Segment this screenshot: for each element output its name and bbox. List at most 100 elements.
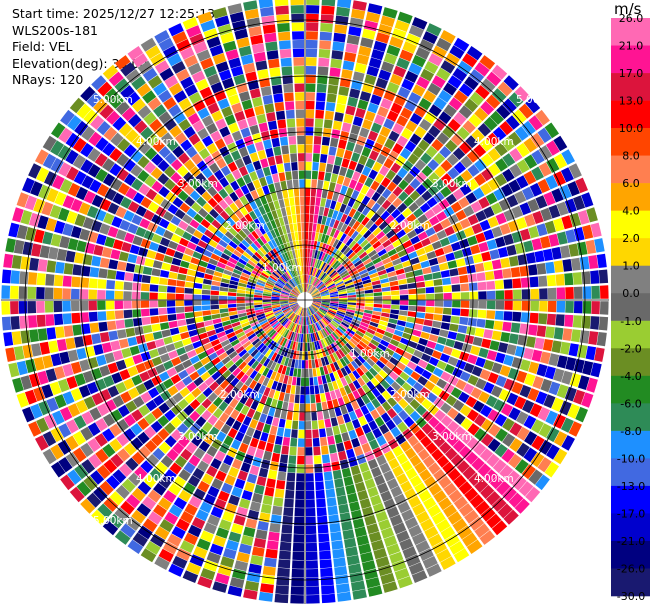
ppi-cell [364,110,376,122]
ppi-cell [192,294,202,300]
ppi-cell [321,5,335,15]
ppi-cell [415,318,425,325]
range-rings [1,0,609,604]
ppi-cell [256,313,265,319]
ppi-cell [321,293,330,297]
ppi-cell [176,548,191,561]
ppi-cell [275,435,283,445]
ppi-cell [525,97,541,114]
ppi-cell [428,416,440,428]
ppi-cell [371,280,381,286]
ppi-cell [305,179,311,188]
ppi-cell [155,364,166,374]
colorbar-tick-label: -13.0 [617,480,645,493]
ppi-cell [258,215,266,225]
ppi-cell [149,292,158,300]
ppi-cell [343,246,351,256]
ppi-cell [312,296,322,299]
ppi-cell [389,36,404,49]
ppi-cell [254,197,263,208]
ppi-cell [94,433,108,447]
ppi-cell [284,252,290,261]
ppi-cell [262,185,270,195]
ppi-cell [185,275,195,282]
ppi-cell [91,194,104,208]
ppi-cell [254,292,263,296]
ppi-cell [396,229,406,239]
ppi-cell [365,11,381,23]
ppi-cell [158,285,168,293]
ppi-cell [258,122,269,133]
ppi-cell [175,293,184,300]
ppi-cell [271,298,280,300]
ppi-cell [389,313,399,320]
ppi-cell [364,261,374,269]
ppi-cell [491,88,507,103]
colorbar-swatch [611,293,650,322]
ppi-cell [274,372,281,382]
ppi-cell [475,357,486,368]
ppi-cell [150,276,160,284]
ppi-cell [273,258,280,267]
ppi-cell [297,342,301,351]
ppi-cell [365,296,374,300]
ppi-cell [386,506,400,519]
ppi-cell [298,275,302,284]
ppi-cell [328,146,337,156]
ppi-cell [326,281,335,288]
ppi-cell [330,301,339,304]
ppi-cell [440,322,450,330]
ppi-cell [351,348,360,358]
ppi-cell [197,240,208,249]
ppi-cell [184,294,193,300]
ppi-cell [321,303,330,307]
ppi-cell [298,266,301,276]
ppi-cell [333,262,341,270]
ppi-cell [590,270,600,284]
ppi-cell [249,200,258,210]
ppi-cell [414,461,427,474]
ppi-cell [238,315,248,321]
ppi-cell [486,290,496,300]
ppi-cell [152,260,163,269]
ppi-cell [351,273,360,279]
ppi-cell [329,291,338,295]
ppi-cell [160,390,172,402]
ppi-cell [447,118,461,132]
ppi-cell [485,319,495,329]
ppi-cell [93,98,108,114]
ppi-cell [298,333,302,343]
ppi-cell [417,231,428,241]
ppi-cell [296,377,301,386]
ppi-cell [267,264,275,272]
ppi-cell [561,435,575,451]
ppi-cell [65,250,76,263]
ppi-cell [273,444,282,454]
ppi-cell [344,315,353,321]
ppi-cell [312,301,321,305]
ppi-cell [283,262,290,271]
ppi-cell [320,154,328,163]
ppi-cell [477,309,487,319]
ppi-cell [246,310,256,316]
ppi-cell [323,276,330,283]
ppi-cell [219,177,230,188]
ppi-cell [286,349,292,358]
ppi-cell [347,363,356,372]
ppi-cell [357,377,366,387]
ppi-cell [160,198,172,210]
ppi-cell [440,173,453,185]
ppi-cell [280,57,292,67]
ppi-cell [401,78,415,91]
ppi-cell [187,269,197,277]
ppi-cell [249,370,258,380]
ppi-cell [336,265,345,273]
ppi-cell [310,394,316,404]
ppi-cell [184,343,195,353]
ppi-cell [299,240,303,249]
ppi-cell [267,434,276,444]
ppi-cell [238,45,252,57]
ppi-cell [392,366,403,376]
ppi-cell [311,341,316,351]
ppi-cell [330,321,338,329]
